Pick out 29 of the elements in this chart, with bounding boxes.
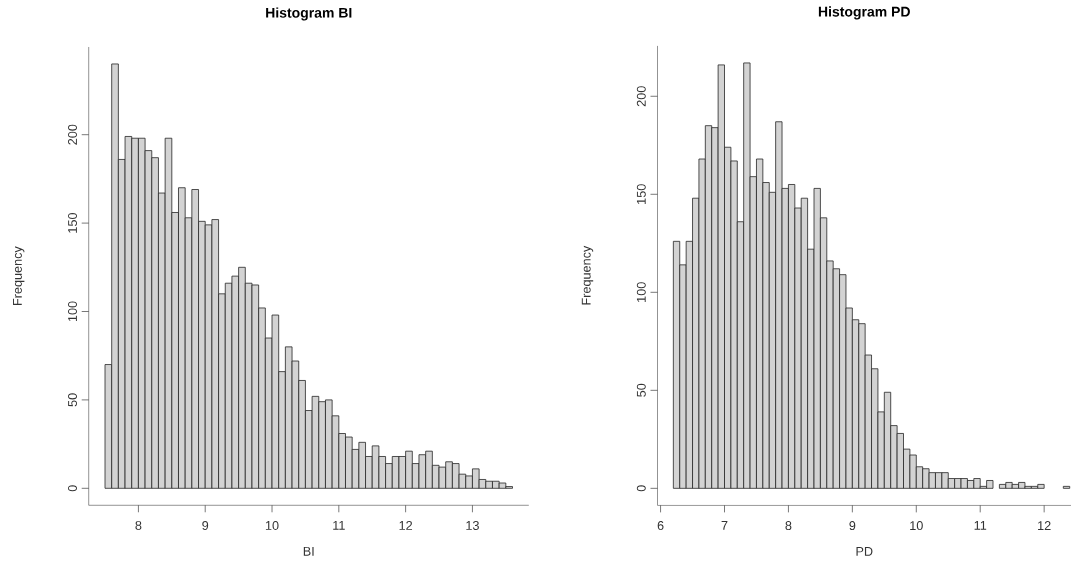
x-tick-label: 7	[721, 521, 728, 530]
y-axis-title: Frequency	[581, 245, 594, 305]
y-tick-label: 0	[68, 485, 77, 492]
x-tick-label: 9	[202, 521, 209, 530]
x-tick-label: 12	[399, 521, 413, 530]
x-tick-label: 11	[333, 520, 345, 530]
x-axis-title: BI	[303, 546, 314, 556]
x-tick-label: 13	[466, 521, 479, 530]
y-tick-label: 0	[636, 485, 646, 492]
y-tick-label: 200	[636, 86, 646, 107]
y-axis-title: Frequency	[13, 246, 25, 306]
y-tick-label: 100	[636, 282, 646, 302]
y-tick-label: 50	[68, 393, 77, 407]
y-tick-label: 50	[636, 383, 646, 397]
y-tick-label: 150	[636, 184, 646, 204]
x-tick-label: 12	[1038, 521, 1051, 530]
x-tick-label: 6	[657, 521, 664, 531]
x-axis-title: PD	[856, 547, 873, 556]
y-tick-label: 200	[68, 124, 77, 145]
x-tick-label: 8	[135, 521, 142, 530]
x-tick-label: 10	[910, 521, 923, 531]
chart-title: Histogram PD	[818, 6, 910, 20]
chart-title: Histogram BI	[266, 7, 352, 21]
x-tick-label: 8	[785, 521, 792, 531]
y-tick-label: 100	[68, 301, 77, 322]
x-tick-label: 10	[265, 521, 279, 530]
x-tick-label: 11	[974, 521, 987, 530]
x-tick-label: 9	[849, 521, 856, 531]
y-tick-label: 150	[68, 213, 77, 233]
